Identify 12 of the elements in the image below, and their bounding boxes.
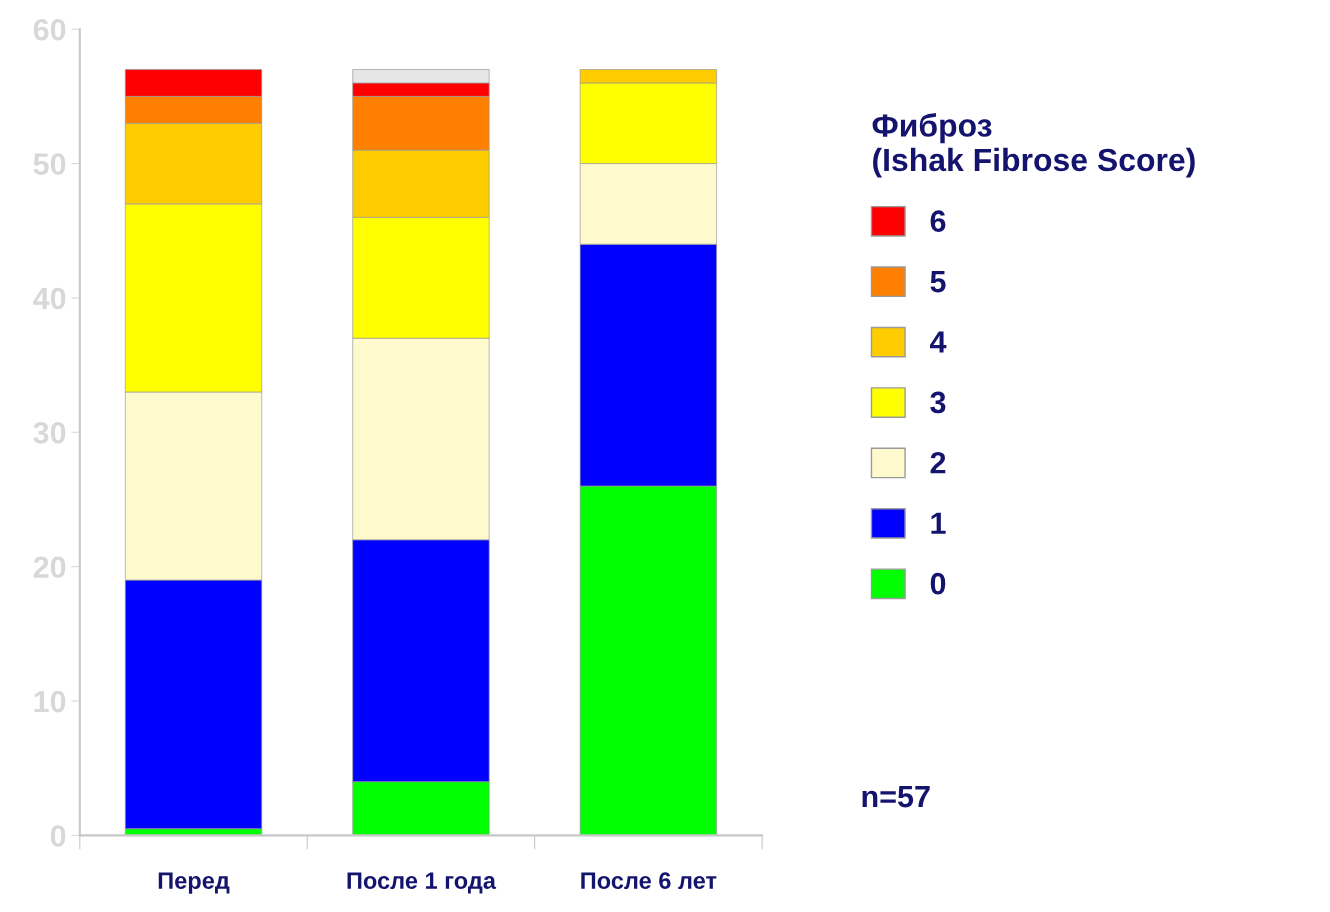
x-tick-label: После 1 года — [347, 872, 497, 894]
legend-label: 0 — [930, 572, 946, 595]
legend-label: 4 — [929, 331, 947, 353]
legend-label: 3 — [930, 391, 946, 414]
text: n=57 — [862, 786, 930, 808]
legend-label: 6 — [930, 210, 946, 232]
legend-label: 2 — [930, 452, 946, 474]
legend-label: 5 — [930, 271, 946, 293]
legend-label: 1 — [931, 512, 946, 534]
x-tick-label: Перед — [158, 872, 230, 894]
legend-title: Фиброз (Ishak Fibrose Score) — [872, 113, 1195, 178]
x-tick-label: После 6 лет — [581, 872, 717, 890]
